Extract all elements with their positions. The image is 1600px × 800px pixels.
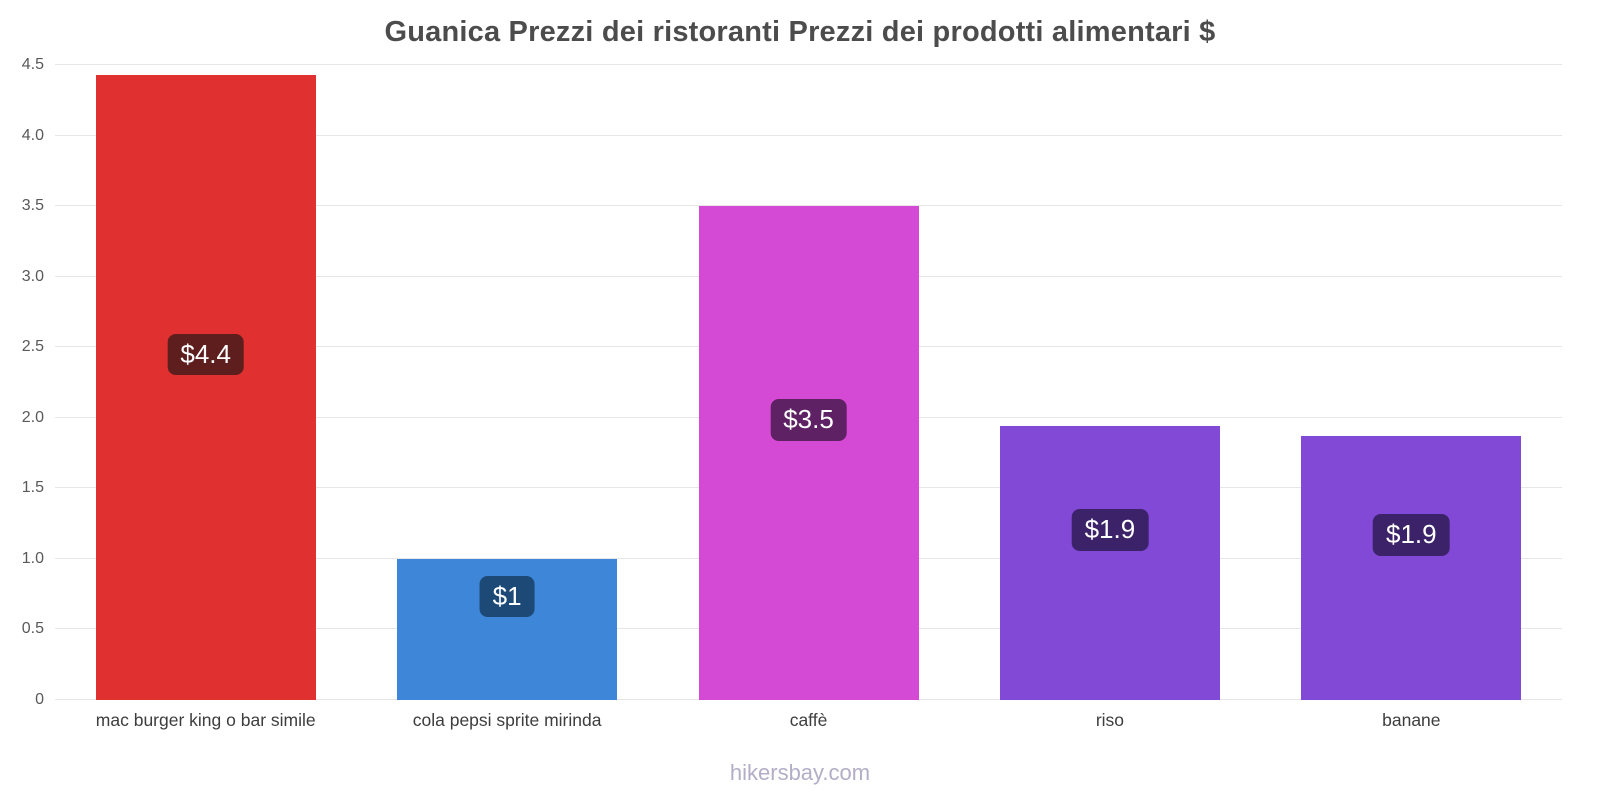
- watermark-text: hikersbay.com: [729, 760, 871, 785]
- y-tick-label: 4.0: [21, 126, 44, 144]
- bar-slot: $1: [356, 65, 657, 700]
- bar-1: $4.4: [95, 74, 316, 700]
- plot-area: $4.4 $1 $3.5 $1.9 $1.9: [55, 64, 1562, 700]
- y-tick-label: 2.5: [21, 338, 44, 356]
- bar-4: $1.9: [999, 426, 1220, 700]
- x-axis-label: banane: [1382, 710, 1441, 730]
- x-axis-label: riso: [1095, 710, 1125, 730]
- bars: $4.4 $1 $3.5 $1.9 $1.9: [55, 65, 1562, 700]
- bar-slot: $1.9: [959, 65, 1260, 700]
- value-label: $1: [479, 575, 535, 618]
- value-label: $3.5: [770, 399, 847, 442]
- bar-5: $1.9: [1301, 436, 1522, 700]
- value-label: $1.9: [1373, 514, 1450, 557]
- bar-slot: $3.5: [658, 65, 959, 700]
- x-axis: mac burger king o bar simile cola pepsi s…: [55, 710, 1562, 731]
- y-tick-label: 2.0: [21, 408, 44, 426]
- bar-slot: $1.9: [1261, 65, 1562, 700]
- y-axis: 0 0.5 1.0 1.5 2.0 2.5 3.0 3.5 4.0 4.5: [0, 57, 46, 708]
- x-axis-label: mac burger king o bar simile: [95, 710, 316, 730]
- gridline: [55, 205, 1562, 207]
- gridline: [55, 134, 1562, 136]
- y-tick-label: 1.5: [21, 479, 44, 497]
- value-label: $4.4: [167, 333, 244, 376]
- y-tick-label: 4.5: [21, 56, 44, 73]
- x-axis-label: caffè: [789, 710, 828, 730]
- bar-3: $3.5: [698, 206, 919, 700]
- value-label: $1.9: [1071, 509, 1149, 552]
- y-tick-label: 0: [35, 691, 44, 708]
- bar-slot: $4.4: [55, 65, 356, 700]
- y-tick-label: 1.0: [21, 549, 44, 567]
- bar-2: $1: [397, 558, 618, 700]
- gridline: [55, 64, 1562, 65]
- y-tick-label: 0.5: [21, 620, 44, 638]
- x-axis-label: cola pepsi sprite mirinda: [412, 710, 602, 730]
- y-tick-label: 3.5: [21, 197, 44, 215]
- chart-title: Guanica Prezzi dei ristoranti Prezzi dei…: [384, 16, 1216, 48]
- y-tick-label: 3.0: [21, 267, 44, 285]
